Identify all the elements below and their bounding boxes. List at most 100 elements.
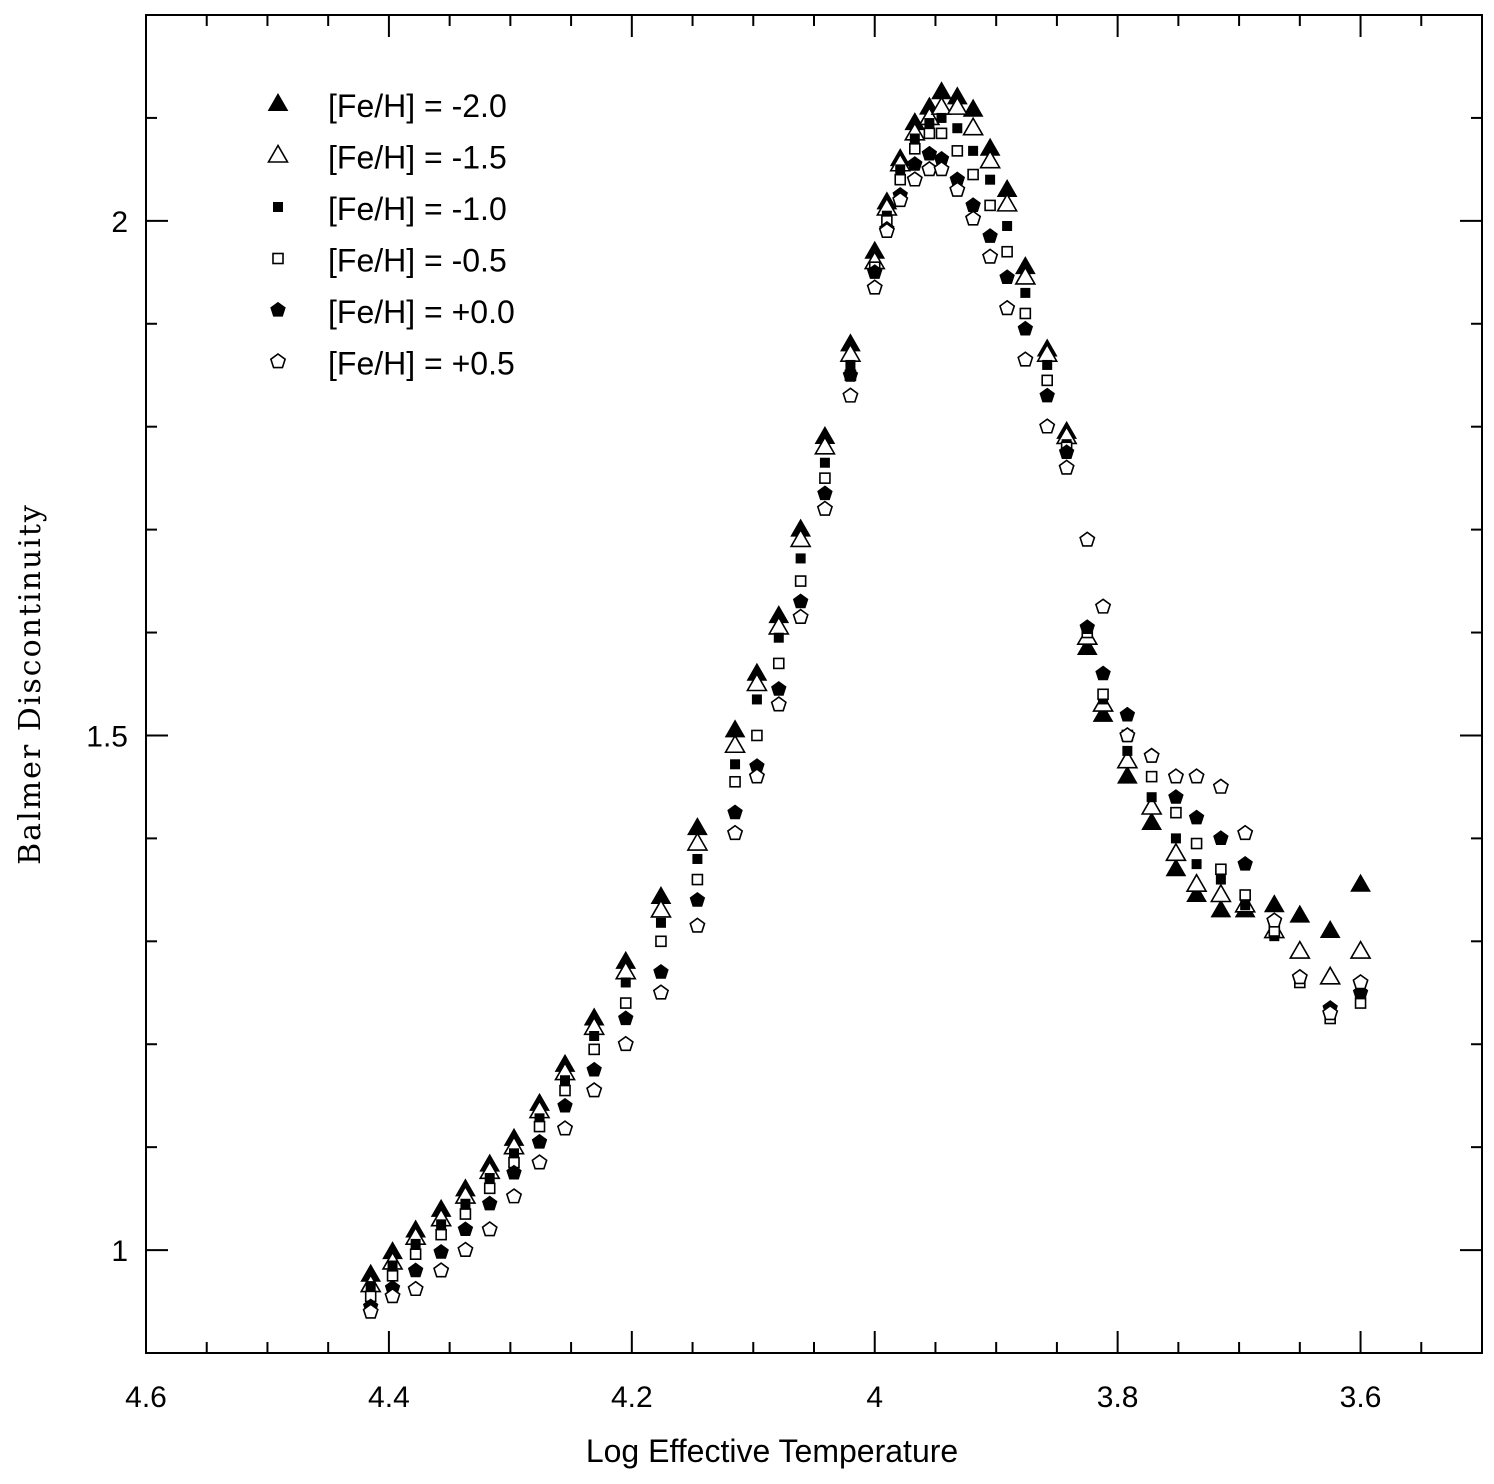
data-point xyxy=(1240,900,1251,911)
data-point xyxy=(923,127,936,140)
data-point xyxy=(531,1133,548,1149)
data-point xyxy=(965,197,981,212)
data-point xyxy=(935,127,948,140)
data-point xyxy=(1094,598,1112,614)
data-point xyxy=(1215,863,1227,876)
data-point xyxy=(965,210,982,226)
data-point xyxy=(1116,749,1139,769)
data-point xyxy=(410,1238,421,1249)
data-point xyxy=(1165,858,1187,877)
data-point xyxy=(771,681,787,696)
data-point xyxy=(924,118,935,129)
data-point xyxy=(481,1221,498,1237)
data-point xyxy=(365,1281,376,1292)
data-point xyxy=(999,299,1016,316)
data-point xyxy=(1020,287,1031,298)
data-point xyxy=(878,222,895,239)
legend-marker xyxy=(270,301,286,317)
data-point xyxy=(933,160,950,177)
data-point xyxy=(588,1043,600,1056)
data-point xyxy=(1079,619,1095,634)
y-axis-title: Balmer Discontinuity xyxy=(13,503,48,865)
data-point xyxy=(1092,703,1114,722)
data-point xyxy=(457,1241,474,1257)
data-point xyxy=(531,1154,548,1170)
data-point xyxy=(1145,770,1158,783)
data-point xyxy=(1349,939,1372,959)
data-point xyxy=(792,608,809,624)
data-point xyxy=(1185,873,1208,893)
legend-marker xyxy=(267,92,289,111)
data-point xyxy=(589,1030,600,1041)
y-tick-label: 1.5 xyxy=(86,720,128,753)
data-point xyxy=(962,116,984,136)
data-point xyxy=(1146,792,1157,803)
data-point xyxy=(1212,778,1229,794)
legend-label: [Fe/H] = +0.0 xyxy=(328,294,515,330)
data-point xyxy=(506,1164,522,1180)
data-point xyxy=(1097,688,1109,701)
legend-label: [Fe/H] = -2.0 xyxy=(328,88,507,124)
data-point xyxy=(362,1303,379,1319)
data-point xyxy=(1058,459,1075,475)
data-point xyxy=(842,387,859,403)
data-point xyxy=(1039,387,1055,403)
data-point xyxy=(1039,418,1056,434)
data-point xyxy=(794,575,807,587)
legend-marker xyxy=(269,353,287,369)
data-point xyxy=(1288,939,1311,959)
data-point xyxy=(1079,531,1096,547)
series-5 xyxy=(362,160,1369,1319)
data-point xyxy=(650,898,672,918)
data-point xyxy=(652,984,670,1000)
data-point xyxy=(921,145,938,161)
legend-label: [Fe/H] = +0.5 xyxy=(328,346,515,382)
x-tick-label: 3.8 xyxy=(1097,1381,1139,1414)
data-point xyxy=(483,1182,496,1195)
data-point xyxy=(1266,912,1283,928)
x-tick-label: 4.2 xyxy=(611,1381,653,1414)
data-point xyxy=(979,149,1001,169)
data-point xyxy=(1170,806,1182,819)
data-point xyxy=(1002,220,1013,231)
legend-marker xyxy=(273,202,283,212)
data-point xyxy=(842,367,859,382)
data-point xyxy=(1140,795,1163,815)
data-point xyxy=(746,672,768,692)
data-point xyxy=(1019,307,1032,320)
data-point xyxy=(909,133,920,144)
legend-marker xyxy=(267,143,289,163)
data-point xyxy=(1014,265,1037,285)
data-point xyxy=(556,1120,574,1136)
data-point xyxy=(936,112,947,123)
data-point xyxy=(386,1270,399,1282)
data-point xyxy=(1119,706,1136,722)
data-point xyxy=(984,199,996,212)
data-point xyxy=(751,694,762,705)
data-point xyxy=(951,145,964,157)
data-point xyxy=(907,156,923,171)
data-point xyxy=(726,824,744,841)
data-point xyxy=(460,1198,471,1209)
data-point xyxy=(1122,745,1133,756)
data-point xyxy=(686,831,709,851)
data-point xyxy=(982,248,999,264)
data-point xyxy=(436,1219,447,1230)
data-point xyxy=(1042,359,1053,370)
x-axis-title: Log Effective Temperature xyxy=(586,1433,958,1469)
data-point xyxy=(792,593,809,609)
series-2 xyxy=(365,112,1366,1292)
data-point xyxy=(1058,444,1075,459)
data-point xyxy=(433,1262,450,1278)
data-point xyxy=(505,1188,523,1204)
data-point xyxy=(1322,1004,1339,1021)
data-point xyxy=(894,173,907,186)
data-point xyxy=(509,1148,520,1159)
x-tick-label: 4 xyxy=(866,1381,883,1414)
data-point xyxy=(748,768,765,784)
data-point xyxy=(459,1208,472,1220)
data-point xyxy=(484,1173,495,1184)
data-point xyxy=(557,1097,573,1113)
data-point xyxy=(1352,973,1369,990)
data-point xyxy=(949,181,966,197)
